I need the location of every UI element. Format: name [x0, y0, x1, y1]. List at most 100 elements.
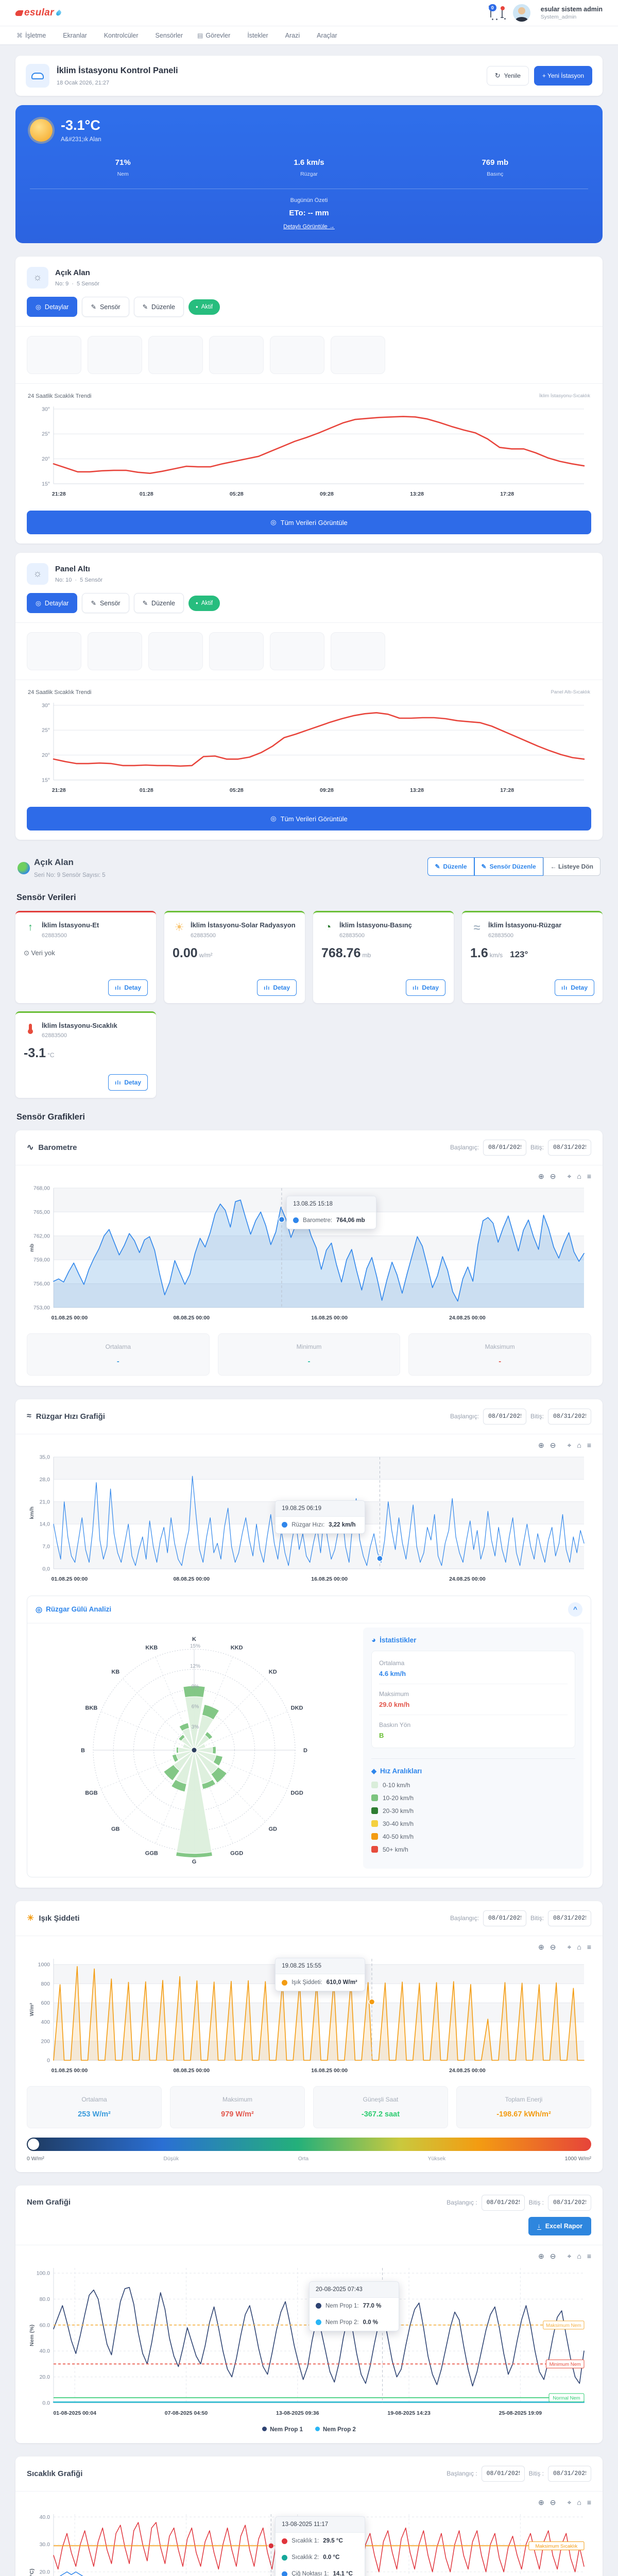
detail-button[interactable]: Detay	[406, 979, 445, 996]
nav-item-label: Ekranlar	[63, 31, 87, 39]
stat-label: Ortalama	[105, 1343, 131, 1350]
collapse-button[interactable]: ^	[568, 1602, 582, 1617]
details-button[interactable]: ◎ Detaylar	[27, 297, 78, 317]
scale-knob[interactable]	[28, 2138, 39, 2150]
zoom-out-icon[interactable]: ⊖	[550, 1172, 556, 1180]
end-date-label: Bitiş:	[530, 1914, 544, 1922]
sensor-button[interactable]: ✎ Sensör	[82, 593, 129, 613]
menu-icon[interactable]: ≡	[587, 2251, 591, 2260]
user-info[interactable]: esular sistem admin System_admin	[541, 6, 603, 20]
end-date-input[interactable]	[548, 2465, 591, 2482]
pan-icon[interactable]: ⌖	[567, 1440, 572, 1449]
zoom-out-icon[interactable]: ⊖	[550, 1440, 556, 1449]
home-icon[interactable]: ⌂	[577, 2251, 581, 2260]
trend-chart: 30° 25° 20° 15°	[27, 698, 591, 784]
notifications-button[interactable]	[500, 6, 505, 18]
svg-text:600: 600	[41, 2000, 50, 2006]
zoom-in-icon[interactable]: ⊕	[538, 2251, 544, 2260]
start-date-input[interactable]	[483, 1139, 526, 1156]
home-icon[interactable]: ⌂	[577, 1942, 581, 1951]
pan-icon[interactable]: ⌖	[567, 2251, 572, 2260]
home-icon[interactable]: ⌂	[577, 1172, 581, 1180]
logo[interactable]: esular	[15, 7, 62, 19]
detail-sensor-edit-button[interactable]: ✎ Sensör Düzenle	[474, 857, 543, 876]
meta-separator: ·	[72, 281, 74, 287]
metric-tile	[331, 336, 385, 374]
detail-button[interactable]: Detay	[108, 1074, 148, 1091]
end-date-input[interactable]	[548, 1408, 591, 1425]
svg-text:40.0: 40.0	[40, 2348, 50, 2354]
stat-value: -	[116, 1357, 119, 1366]
end-date-input[interactable]	[548, 1139, 591, 1156]
home-icon[interactable]: ⌂	[577, 2498, 581, 2506]
pan-icon[interactable]: ⌖	[567, 2498, 572, 2506]
zoom-in-icon[interactable]: ⊕	[538, 1942, 544, 1951]
zoom-in-icon[interactable]: ⊕	[538, 1440, 544, 1449]
end-date-input[interactable]	[548, 1910, 591, 1926]
station-number: No: 9	[55, 281, 69, 287]
stat-label: Ortalama	[81, 2095, 107, 2103]
detail-edit-button[interactable]: ✎ Düzenle	[427, 857, 474, 876]
start-date-input[interactable]	[483, 1910, 526, 1926]
menu-icon[interactable]: ≡	[587, 1440, 591, 1449]
menu-icon[interactable]: ≡	[587, 1172, 591, 1180]
sensor-name: İklim İstasyonu-Rüzgar	[488, 921, 562, 929]
menu-icon[interactable]: ≡	[587, 2498, 591, 2506]
svg-text:756,00: 756,00	[33, 1281, 50, 1287]
edit-label: Düzenle	[151, 599, 175, 607]
zoom-out-icon[interactable]: ⊖	[550, 2498, 556, 2506]
rose-stat-label: Maksimum	[379, 1690, 409, 1698]
start-date-input[interactable]	[481, 2194, 525, 2211]
svg-text:30°: 30°	[42, 702, 50, 708]
nav-menu-item[interactable]: Sensörler	[153, 32, 183, 39]
end-date-input[interactable]	[548, 2194, 591, 2211]
home-icon[interactable]: ⌂	[577, 1440, 581, 1449]
svg-text:25°: 25°	[42, 727, 50, 734]
zoom-out-icon[interactable]: ⊖	[550, 1942, 556, 1951]
svg-text:765,00: 765,00	[33, 1209, 50, 1215]
edit-button[interactable]: ✎ Düzenle	[133, 297, 184, 317]
detail-button[interactable]: Detay	[555, 979, 594, 996]
nav-menu-item[interactable]: ▤ Görevler	[197, 32, 230, 39]
hero-stat: 769 mb Basınç	[402, 158, 588, 177]
cart-button[interactable]: 0	[488, 4, 496, 18]
pan-icon[interactable]: ⌖	[567, 1172, 572, 1180]
color-swatch	[371, 1807, 378, 1815]
stat-label: Minimum	[296, 1343, 322, 1350]
view-all-data-button[interactable]: ◎ Tüm Verileri Görüntüle	[27, 511, 591, 534]
zoom-out-icon[interactable]: ⊖	[550, 2251, 556, 2260]
stat-value: 979 W/m²	[221, 2110, 254, 2119]
refresh-button[interactable]: ↻ Yenile	[486, 66, 529, 86]
excel-report-button[interactable]: ↓ Excel Rapor	[528, 2216, 591, 2235]
nav-menu-item[interactable]: ⌘ İşletme	[16, 32, 46, 39]
zoom-in-icon[interactable]: ⊕	[538, 2498, 544, 2506]
nav-item-label: İstekler	[247, 31, 268, 39]
detail-button[interactable]: Detay	[257, 979, 297, 996]
view-all-data-button[interactable]: ◎ Tüm Verileri Görüntüle	[27, 807, 591, 831]
nav-item-icon: ▤	[197, 31, 203, 39]
nav-menu-item[interactable]: Kontrolcüler	[101, 32, 139, 39]
nav-menu-item[interactable]: İstekler	[245, 32, 268, 39]
sensor-graphs-title: Sensör Grafikleri	[16, 1112, 85, 1122]
details-button[interactable]: ◎ Detaylar	[27, 593, 78, 613]
start-date-input[interactable]	[481, 2465, 525, 2482]
metric-tile	[148, 336, 203, 374]
svg-text:400: 400	[41, 2019, 50, 2025]
sensor-button[interactable]: ✎ Sensör	[82, 297, 129, 317]
zoom-in-icon[interactable]: ⊕	[538, 1172, 544, 1180]
pan-icon[interactable]: ⌖	[567, 1942, 572, 1951]
nav-menu-item[interactable]: Araçlar	[314, 32, 337, 39]
svg-text:BKB: BKB	[85, 1705, 98, 1711]
nav-menu-item[interactable]: Ekranlar	[60, 32, 87, 39]
svg-text:K: K	[192, 1636, 196, 1642]
nav-menu-item[interactable]: Arazi	[283, 32, 300, 39]
back-to-list-button[interactable]: ← Listeye Dön	[543, 857, 600, 876]
start-date-input[interactable]	[483, 1408, 526, 1425]
svg-text:KD: KD	[269, 1669, 277, 1675]
avatar[interactable]	[512, 4, 530, 22]
hero-detail-link[interactable]: Detaylı Görüntüle →	[283, 224, 335, 230]
detail-button[interactable]: Detay	[108, 979, 148, 996]
new-station-button[interactable]: + Yeni İstasyon	[534, 66, 592, 86]
menu-icon[interactable]: ≡	[587, 1942, 591, 1951]
edit-button[interactable]: ✎ Düzenle	[133, 593, 184, 613]
